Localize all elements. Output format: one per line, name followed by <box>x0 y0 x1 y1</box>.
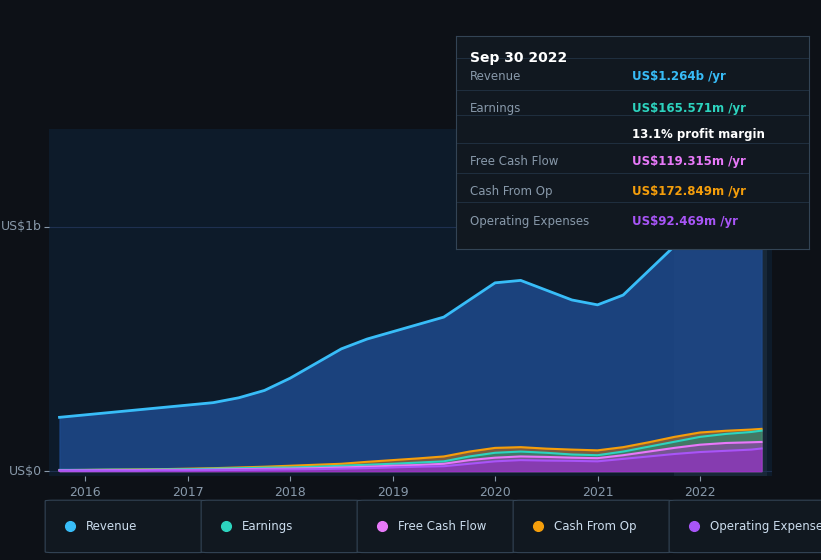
Text: Revenue: Revenue <box>86 520 138 533</box>
Text: Cash From Op: Cash From Op <box>554 520 636 533</box>
Text: US$1.264b /yr: US$1.264b /yr <box>632 70 726 83</box>
FancyBboxPatch shape <box>357 500 517 553</box>
Text: US$119.315m /yr: US$119.315m /yr <box>632 155 746 169</box>
Text: US$1b: US$1b <box>1 220 42 233</box>
Bar <box>674 129 767 476</box>
Text: 13.1% profit margin: 13.1% profit margin <box>632 128 765 141</box>
Text: Earnings: Earnings <box>242 520 294 533</box>
FancyBboxPatch shape <box>513 500 673 553</box>
FancyBboxPatch shape <box>45 500 205 553</box>
Text: US$92.469m /yr: US$92.469m /yr <box>632 215 738 228</box>
Text: Operating Expenses: Operating Expenses <box>710 520 821 533</box>
Text: Free Cash Flow: Free Cash Flow <box>470 155 558 169</box>
Text: Revenue: Revenue <box>470 70 521 83</box>
Text: US$165.571m /yr: US$165.571m /yr <box>632 102 746 115</box>
Text: US$0: US$0 <box>9 465 42 478</box>
FancyBboxPatch shape <box>669 500 821 553</box>
Text: Cash From Op: Cash From Op <box>470 185 553 198</box>
FancyBboxPatch shape <box>201 500 361 553</box>
Text: Sep 30 2022: Sep 30 2022 <box>470 52 567 66</box>
Text: Free Cash Flow: Free Cash Flow <box>398 520 487 533</box>
Text: Earnings: Earnings <box>470 102 521 115</box>
Text: Operating Expenses: Operating Expenses <box>470 215 589 228</box>
Text: US$172.849m /yr: US$172.849m /yr <box>632 185 746 198</box>
